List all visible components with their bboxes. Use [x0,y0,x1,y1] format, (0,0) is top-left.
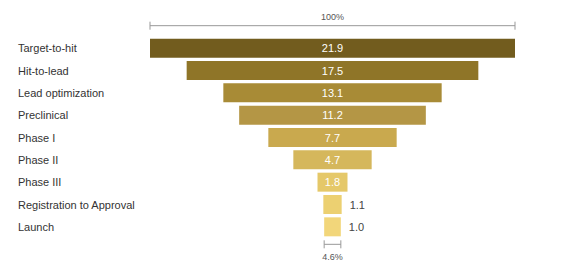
svg-text:1.1: 1.1 [350,199,365,211]
svg-text:Lead optimization: Lead optimization [18,87,104,99]
svg-text:11.2: 11.2 [322,109,343,121]
svg-text:Phase III: Phase III [18,176,61,188]
svg-text:100%: 100% [321,12,344,22]
svg-text:Hit-to-lead: Hit-to-lead [18,65,69,77]
svg-text:Target-to-hit: Target-to-hit [18,42,77,54]
svg-text:1.8: 1.8 [325,176,340,188]
svg-text:1.0: 1.0 [349,221,364,233]
svg-text:Phase I: Phase I [18,132,55,144]
svg-text:Registration to Approval: Registration to Approval [18,199,135,211]
svg-text:Preclinical: Preclinical [18,109,68,121]
svg-text:4.6%: 4.6% [322,252,343,262]
svg-text:Phase II: Phase II [18,154,58,166]
svg-text:17.5: 17.5 [322,65,343,77]
svg-text:7.7: 7.7 [325,132,340,144]
svg-text:4.7: 4.7 [325,154,340,166]
svg-text:Launch: Launch [18,221,54,233]
svg-text:21.9: 21.9 [322,42,343,54]
svg-text:13.1: 13.1 [322,87,343,99]
